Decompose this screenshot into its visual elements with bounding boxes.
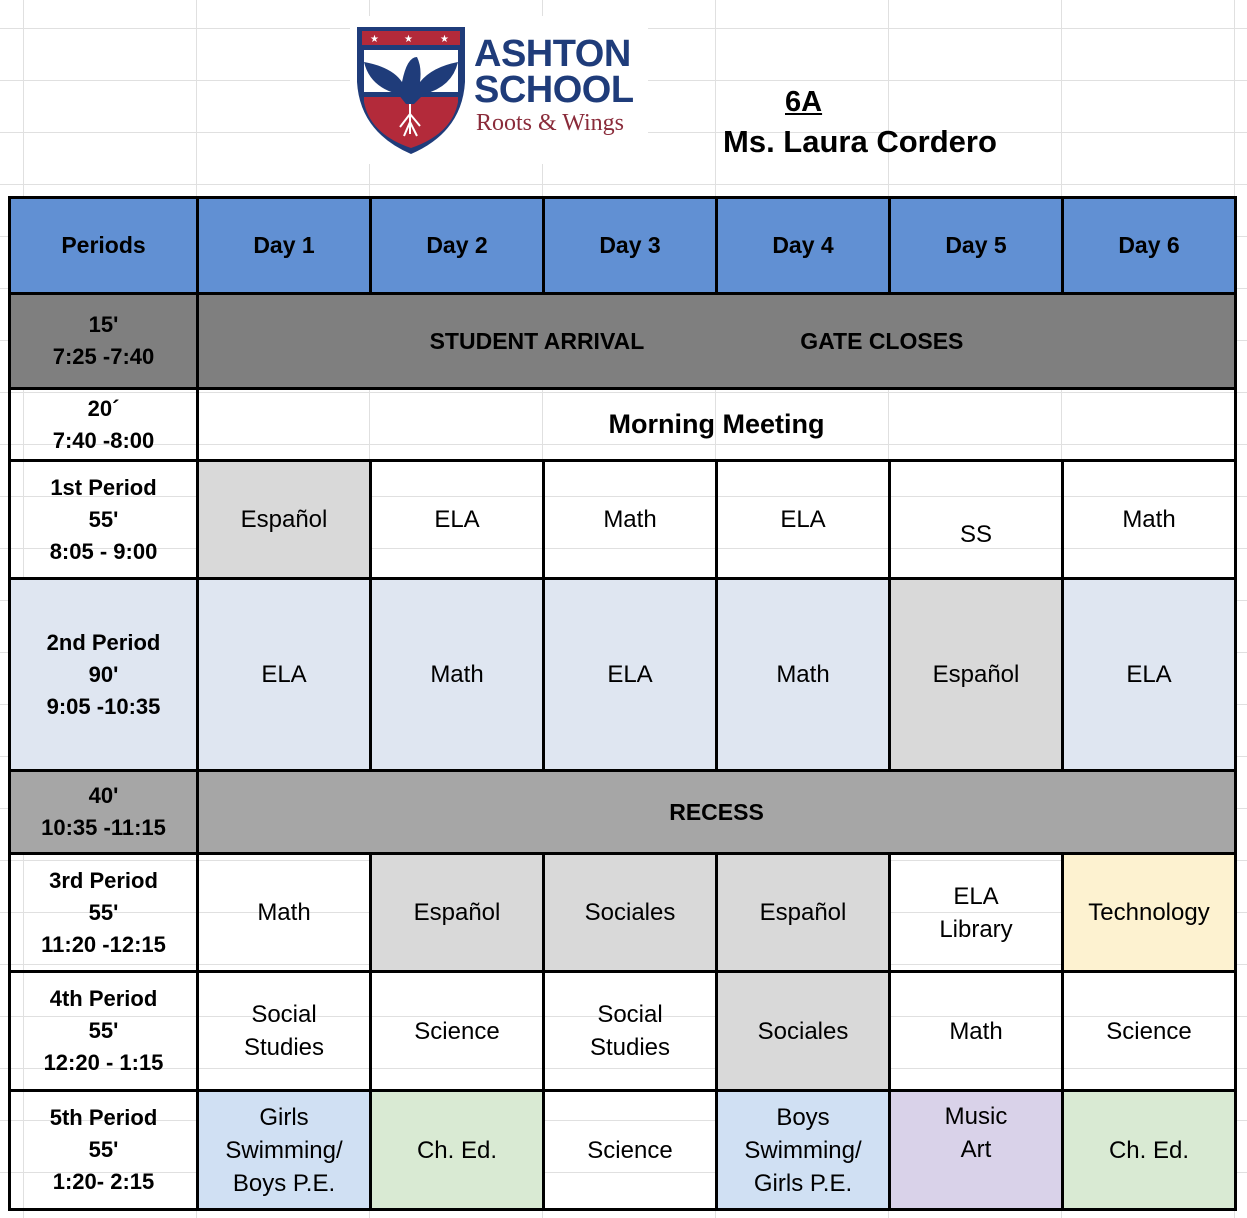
class-cell: Español xyxy=(715,852,891,973)
schedule-table: Periods Day 1 Day 2 Day 3 Day 4 Day 5 Da… xyxy=(8,196,1237,1211)
recess-banner: RECESS xyxy=(196,769,1237,855)
class-cell: Ch. Ed. xyxy=(369,1089,545,1211)
table-row: 1st Period 55' 8:05 - 9:00 Español ELA Mat… xyxy=(8,459,1237,580)
class-cell: Math xyxy=(1061,459,1237,580)
class-cell: Math xyxy=(196,852,372,973)
class-cell: Sociales xyxy=(715,970,891,1092)
svg-text:★: ★ xyxy=(404,34,413,45)
arrival-banner: STUDENT ARRIVAL GATE CLOSES xyxy=(196,292,1237,390)
column-header: Day 1 xyxy=(196,196,372,295)
class-cell: Girls Swimming/ Boys P.E. xyxy=(196,1089,372,1211)
svg-text:★: ★ xyxy=(370,34,379,45)
class-cell: Español xyxy=(369,852,545,973)
column-header: Day 6 xyxy=(1061,196,1237,295)
class-cell: Science xyxy=(542,1089,718,1211)
class-cell: Music Art xyxy=(888,1089,1064,1211)
column-header: Day 2 xyxy=(369,196,545,295)
shield-icon: ★ ★ ★ xyxy=(357,27,465,154)
class-cell: Español xyxy=(196,459,372,580)
table-row: 4th Period 55' 12:20 - 1:15 Social Studies… xyxy=(8,970,1237,1092)
period-cell: 5th Period 55' 1:20- 2:15 xyxy=(8,1089,199,1211)
logo-text: ASHTON SCHOOL xyxy=(474,33,634,111)
class-cell: ELA xyxy=(542,577,718,772)
class-cell: Science xyxy=(1061,970,1237,1092)
column-header: Day 3 xyxy=(542,196,718,295)
class-cell: Ch. Ed. xyxy=(1061,1089,1237,1211)
meeting-row: 20´ 7:40 -8:00 Morning Meeting xyxy=(8,387,1237,462)
period-cell: 4th Period 55' 12:20 - 1:15 xyxy=(8,970,199,1092)
class-cell: Math xyxy=(542,459,718,580)
class-cell: Math xyxy=(369,577,545,772)
teacher-name: Ms. Laura Cordero xyxy=(723,124,997,159)
class-cell: Social Studies xyxy=(542,970,718,1092)
period-cell: 2nd Period 90' 9:05 -10:35 xyxy=(8,577,199,772)
column-header: Day 4 xyxy=(715,196,891,295)
class-cell: Technology xyxy=(1061,852,1237,973)
period-cell: 3rd Period 55' 11:20 -12:15 xyxy=(8,852,199,973)
class-cell: ELA Library xyxy=(888,852,1064,973)
morning-meeting-banner: Morning Meeting xyxy=(196,387,1237,462)
class-cell: ELA xyxy=(715,459,891,580)
class-cell: Math xyxy=(888,970,1064,1092)
period-cell: 40' 10:35 -11:15 xyxy=(8,769,199,855)
class-cell: Math xyxy=(715,577,891,772)
class-cell: ELA xyxy=(369,459,545,580)
column-header: Day 5 xyxy=(888,196,1064,295)
class-cell: Sociales xyxy=(542,852,718,973)
class-cell: Science xyxy=(369,970,545,1092)
column-header: Periods xyxy=(8,196,199,295)
class-cell: Español xyxy=(888,577,1064,772)
table-row: 5th Period 55' 1:20- 2:15 Girls Swimming/ … xyxy=(8,1089,1237,1211)
class-cell: ELA xyxy=(196,577,372,772)
class-cell: Social Studies xyxy=(196,970,372,1092)
period-cell: 15' 7:25 -7:40 xyxy=(8,292,199,390)
class-cell: Boys Swimming/ Girls P.E. xyxy=(715,1089,891,1211)
header-row: Periods Day 1 Day 2 Day 3 Day 4 Day 5 Da… xyxy=(8,196,1237,295)
class-cell: ELA xyxy=(1061,577,1237,772)
school-logo: ★ ★ ★ ASHTON SCHOOL Roots & Wings xyxy=(350,16,648,164)
period-cell: 20´ 7:40 -8:00 xyxy=(8,387,199,462)
recess-row: 40' 10:35 -11:15 RECESS xyxy=(8,769,1237,855)
period-cell: 1st Period 55' 8:05 - 9:00 xyxy=(8,459,199,580)
class-name: 6A xyxy=(785,86,823,118)
svg-text:★: ★ xyxy=(440,34,449,45)
table-row: 2nd Period 90' 9:05 -10:35 ELA Math ELA Ma… xyxy=(8,577,1237,772)
table-row: 3rd Period 55' 11:20 -12:15 Math Español S… xyxy=(8,852,1237,973)
class-cell: SS xyxy=(888,459,1064,580)
logo-tagline: Roots & Wings xyxy=(476,110,624,136)
arrival-row: 15' 7:25 -7:40 STUDENT ARRIVAL GATE CLOSES xyxy=(8,292,1237,390)
